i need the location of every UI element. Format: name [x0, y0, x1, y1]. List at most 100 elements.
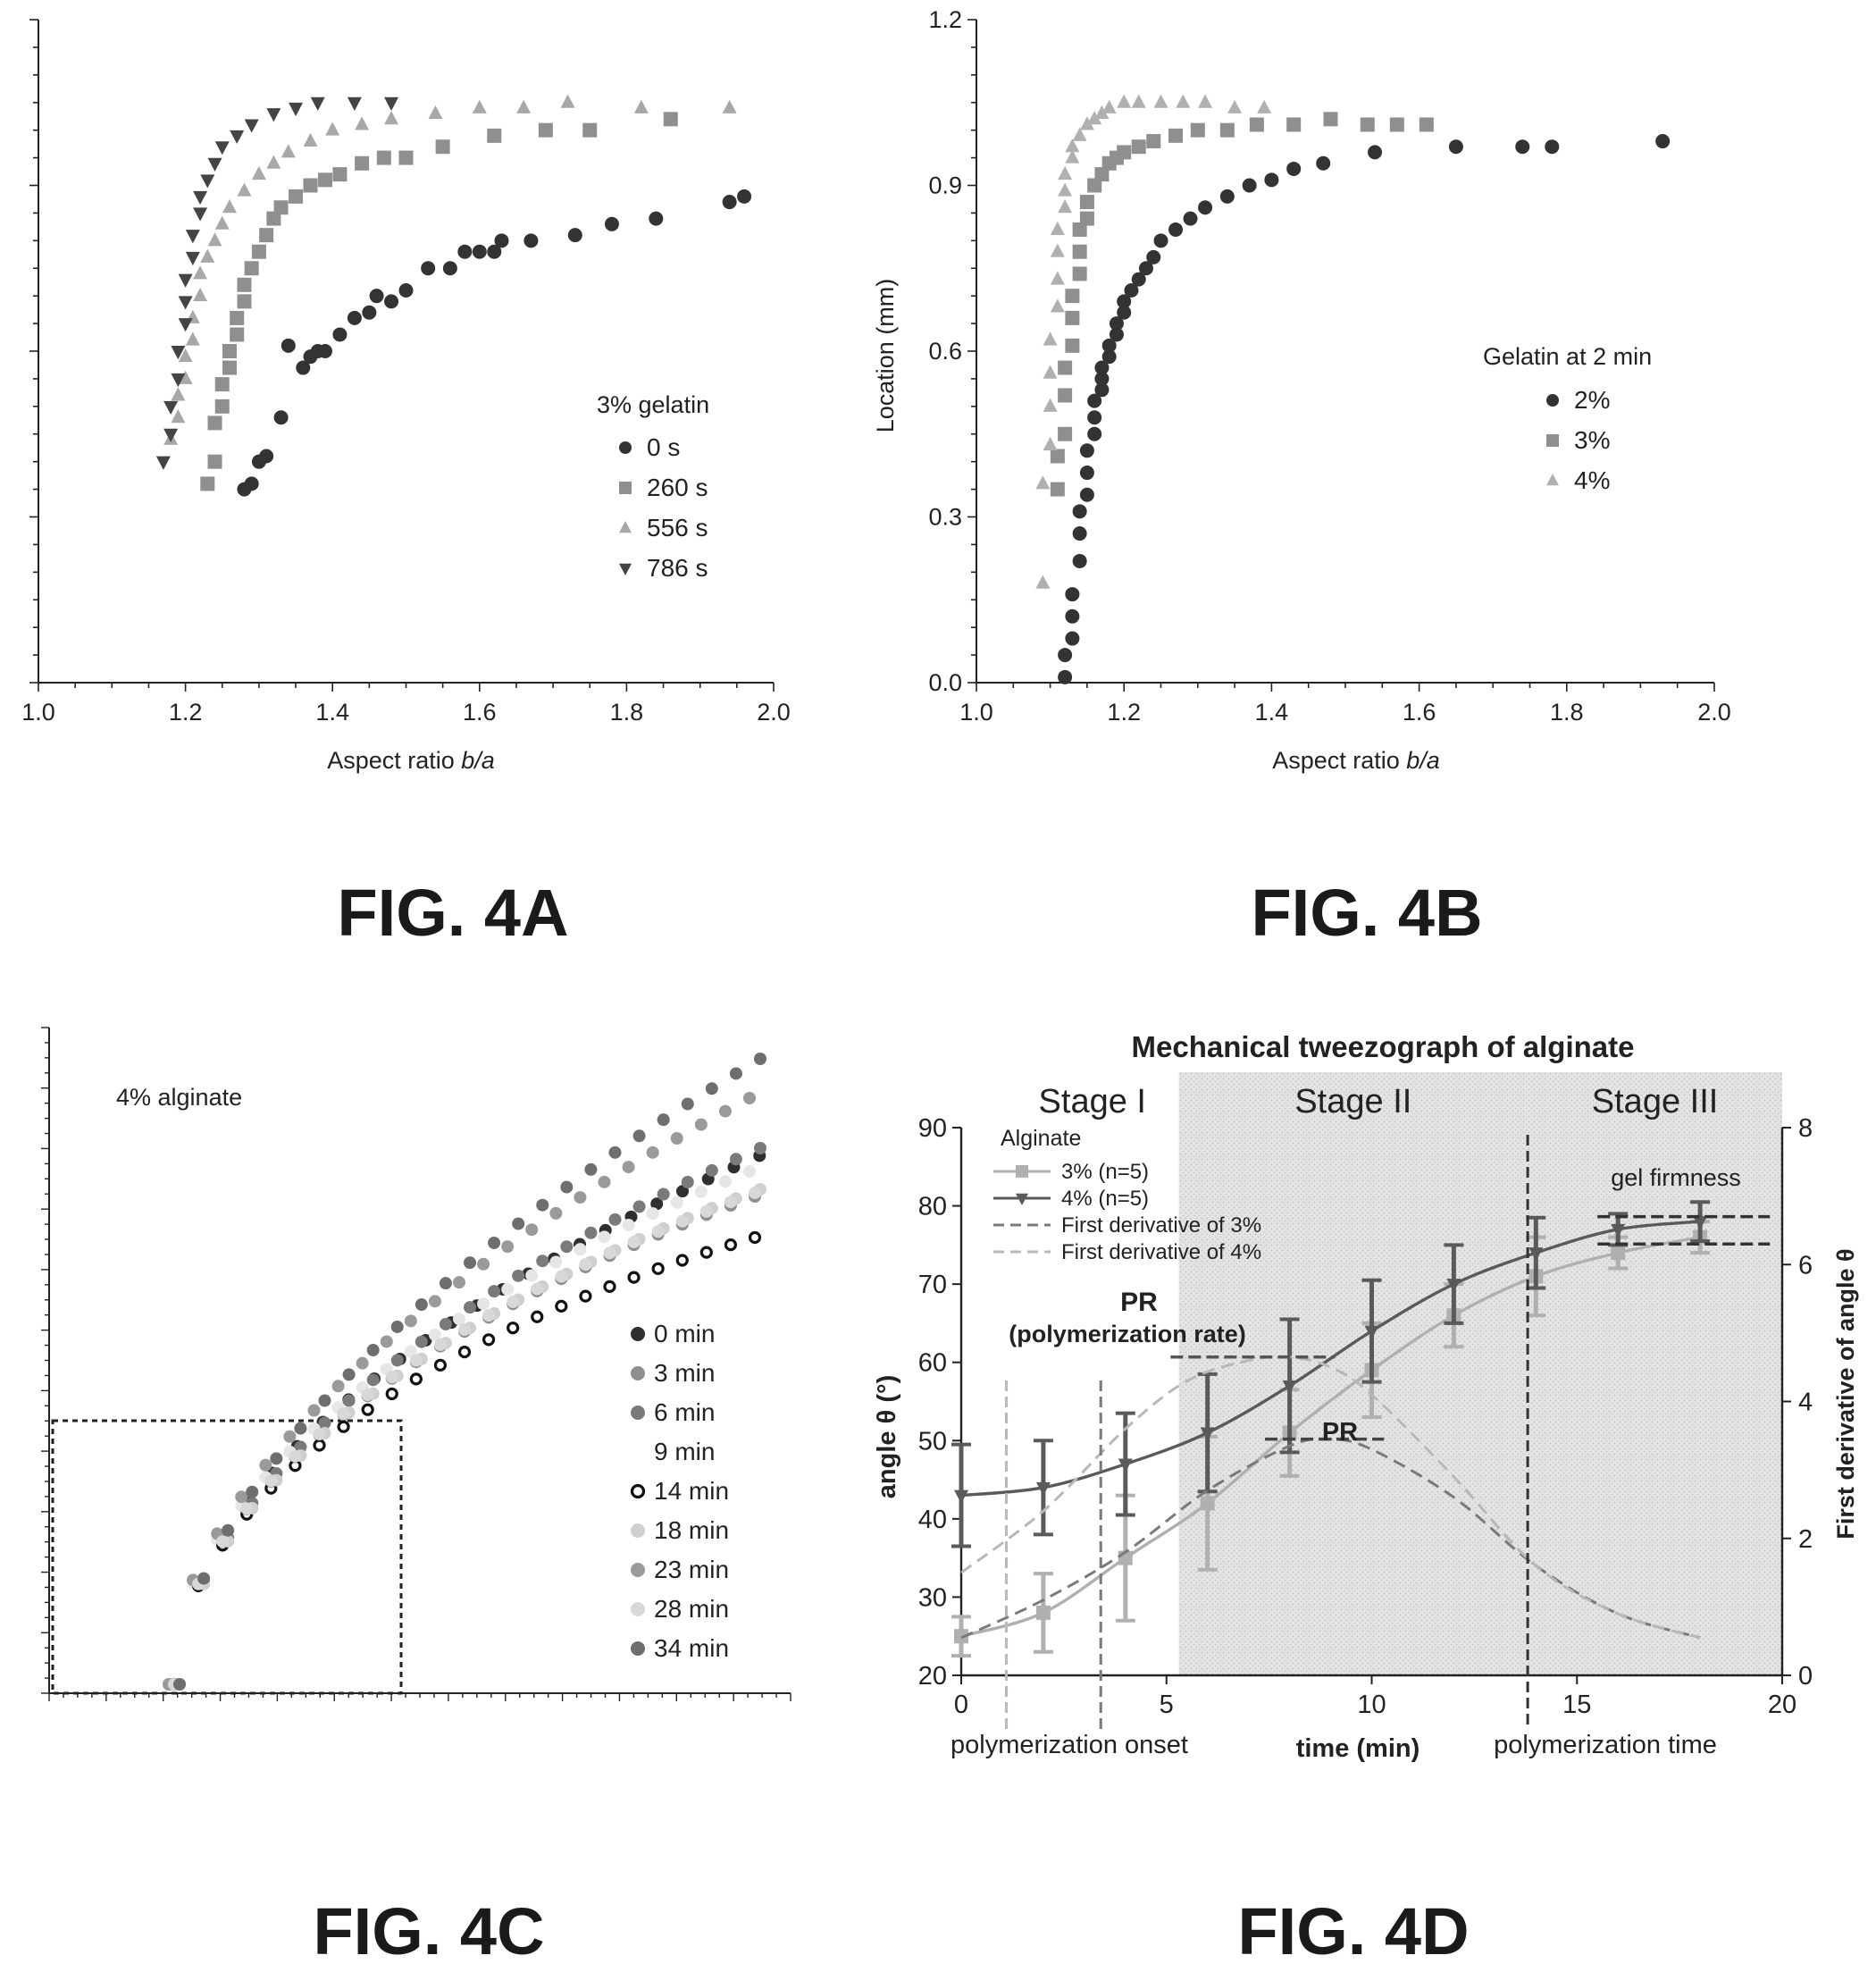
marker-fig4a-556-s — [251, 165, 266, 180]
marker-fig4a-786-s — [178, 296, 193, 310]
marker-fig4b-2 — [1087, 410, 1102, 425]
legend-marker — [630, 1483, 646, 1499]
marker-fig4c-6-min — [294, 1440, 307, 1454]
marker-fig4a-260-s — [222, 360, 237, 375]
marker-fig4b-2 — [1183, 211, 1198, 226]
marker-fig4a-260-s — [289, 189, 304, 204]
y2-axis-label-4d: First derivative of angle θ — [1832, 1248, 1859, 1539]
y-tick-label: 90 — [918, 1114, 947, 1143]
marker-fig4a-556-s — [303, 132, 318, 147]
marker-fig4a-786-s — [193, 190, 208, 206]
y2-tick-label: 8 — [1798, 1114, 1813, 1143]
legend-label: 3% (n=5) — [1061, 1160, 1149, 1184]
x-tick-label: 1.8 — [610, 699, 644, 726]
marker-fig4b-3 — [1117, 145, 1132, 160]
legend-label: 6 min — [654, 1398, 715, 1426]
marker-fig4b-4 — [1065, 138, 1080, 153]
marker-fig4a-786-s — [230, 130, 245, 145]
marker-fig4c-14-min — [724, 1238, 738, 1252]
marker-fig4c-34-min — [197, 1572, 211, 1585]
marker-fig4c-9-min — [743, 1165, 756, 1178]
marker-fig4c-23-min — [259, 1458, 272, 1472]
marker-fig4a-556-s — [722, 99, 737, 113]
marker-fig4b-2 — [1448, 139, 1463, 155]
marker-fig4c-34-min — [318, 1394, 331, 1407]
marker-fig4b-4 — [1043, 436, 1058, 451]
marker-fig4c-9-min — [574, 1243, 587, 1256]
pr-label: PR — [1322, 1418, 1358, 1447]
marker-fig4b-4 — [1043, 398, 1058, 412]
marker-fig4b-3 — [1058, 426, 1073, 441]
marker-fig4b-3 — [1072, 266, 1087, 281]
series-4-n-5-marker — [1693, 1216, 1708, 1230]
marker-fig4c-23-min — [525, 1223, 539, 1237]
marker-fig4c-14-min — [603, 1280, 616, 1293]
legend-marker — [631, 1641, 645, 1656]
legend-marker — [1016, 1165, 1028, 1178]
marker-fig4b-4 — [1050, 243, 1065, 257]
marker-fig4a-556-s — [516, 99, 532, 113]
marker-fig4a-556-s — [237, 182, 252, 197]
caption-4c: FIG. 4C — [313, 1894, 544, 1968]
axes-4d: 0 5 10 15 20 20 30 40 50 60 70 80 90 0 2 4 6 8 — [918, 1114, 1813, 1719]
marker-fig4c-23-min — [307, 1404, 321, 1417]
marker-fig4a-0-s — [472, 244, 487, 259]
marker-fig4a-260-s — [230, 310, 245, 325]
legend-label: 23 min — [654, 1556, 729, 1583]
marker-fig4b-4 — [1257, 99, 1272, 113]
marker-fig4c-9-min — [501, 1283, 515, 1296]
marker-fig4a-786-s — [200, 174, 215, 189]
series-4-n-5-marker — [1200, 1427, 1215, 1441]
marker-fig4a-786-s — [193, 207, 208, 222]
marker-fig4b-4 — [1065, 149, 1080, 164]
marker-fig4c-28-min — [724, 1196, 737, 1209]
marker-fig4a-786-s — [178, 273, 193, 288]
series-4-n-5-marker — [1611, 1223, 1626, 1238]
marker-fig4b-3 — [1249, 117, 1264, 132]
marker-fig4a-0-s — [457, 244, 473, 259]
marker-fig4c-9-min — [477, 1297, 490, 1311]
marker-fig4b-4 — [1058, 165, 1073, 180]
marker-fig4a-0-s — [347, 310, 362, 325]
marker-fig4a-786-s — [347, 97, 362, 111]
marker-fig4a-260-s — [251, 244, 266, 259]
marker-fig4b-2 — [1109, 327, 1124, 342]
legend-title-4b: Gelatin at 2 min — [1483, 343, 1652, 370]
x-tick-label: 1.0 — [959, 699, 993, 726]
marker-fig4c-6-min — [584, 1226, 598, 1239]
marker-fig4b-3 — [1323, 112, 1338, 127]
marker-fig4a-786-s — [171, 346, 186, 360]
marker-fig4c-23-min — [743, 1092, 756, 1104]
series-3-n-5-marker — [1200, 1496, 1215, 1511]
marker-fig4b-2 — [1655, 134, 1671, 149]
marker-fig4c-14-min — [507, 1322, 520, 1335]
marker-fig4c-6-min — [439, 1317, 452, 1330]
chart-title-4c: 4% alginate — [116, 1084, 242, 1111]
marker-fig4a-260-s — [355, 155, 370, 171]
y-tick-label: 1.2 — [928, 6, 962, 33]
legend-label: First derivative of 3% — [1061, 1213, 1261, 1238]
data-points-4c — [163, 1053, 766, 1691]
marker-fig4a-260-s — [663, 112, 678, 127]
marker-fig4b-2 — [1515, 139, 1530, 155]
legend-label: 9 min — [654, 1438, 715, 1465]
legend-label: 0 min — [654, 1320, 715, 1347]
marker-fig4c-34-min — [512, 1217, 525, 1230]
series-3-n-5-marker — [1035, 1605, 1051, 1620]
marker-fig4a-0-s — [281, 338, 296, 353]
marker-fig4a-556-s — [178, 348, 193, 363]
marker-fig4c-34-min — [222, 1523, 235, 1537]
y-tick-label: 20 — [918, 1662, 947, 1691]
marker-fig4a-260-s — [244, 261, 259, 276]
stage-region — [1528, 1072, 1782, 1675]
stage-label: Stage III — [1592, 1083, 1719, 1120]
chart-title-4d: Mechanical tweezograph of alginate — [1132, 1030, 1635, 1063]
marker-fig4b-4 — [1094, 105, 1110, 120]
legend-label: 556 s — [647, 514, 708, 541]
marker-fig4b-2 — [1286, 161, 1302, 176]
marker-fig4a-786-s — [163, 400, 179, 415]
marker-fig4a-556-s — [214, 215, 230, 230]
marker-fig4a-556-s — [266, 155, 281, 169]
marker-fig4c-6-min — [390, 1354, 404, 1367]
